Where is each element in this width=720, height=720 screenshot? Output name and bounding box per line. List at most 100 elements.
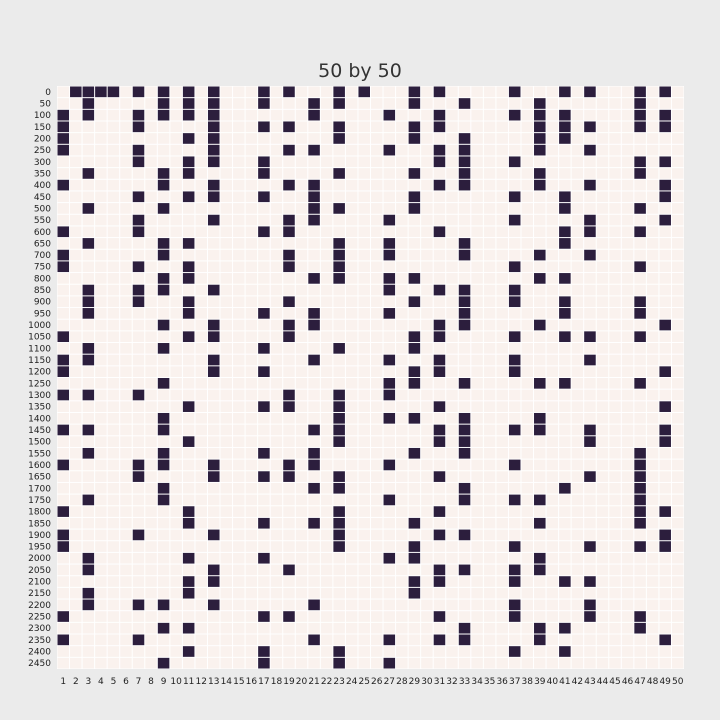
heatmap-cell-filled xyxy=(333,203,345,214)
heatmap-cell-empty xyxy=(358,412,370,424)
heatmap-cell-empty xyxy=(333,354,345,366)
heatmap-cell-empty xyxy=(207,296,220,308)
heatmap-cell-empty xyxy=(107,378,120,389)
heatmap-cell-filled xyxy=(132,121,145,133)
heatmap-cell-empty xyxy=(245,482,258,494)
heatmap-cell-empty xyxy=(308,86,320,98)
heatmap-cell-empty xyxy=(295,412,308,424)
x-tick-label: 27 xyxy=(384,677,395,687)
heatmap-cell-empty xyxy=(270,179,283,191)
heatmap-cell-empty xyxy=(258,319,270,331)
heatmap-cell-empty xyxy=(421,331,433,343)
heatmap-cell-empty xyxy=(233,447,245,459)
y-tick-label: 1150 xyxy=(28,356,51,366)
heatmap-cell-filled xyxy=(132,634,145,646)
heatmap-cell-empty xyxy=(521,144,534,156)
heatmap-cell-empty xyxy=(458,366,471,377)
heatmap-cell-empty xyxy=(82,261,95,273)
heatmap-cell-filled xyxy=(283,459,295,471)
heatmap-cell-empty xyxy=(508,634,521,646)
heatmap-cell-empty xyxy=(345,506,358,517)
heatmap-cell-empty xyxy=(659,646,671,657)
heatmap-cell-empty xyxy=(233,517,245,529)
heatmap-cell-empty xyxy=(107,412,120,424)
heatmap-cell-empty xyxy=(358,226,370,238)
heatmap-cell-empty xyxy=(609,552,621,564)
heatmap-cell-empty xyxy=(195,98,207,109)
heatmap-cell-empty xyxy=(245,378,258,389)
heatmap-cell-empty xyxy=(446,179,458,191)
heatmap-cell-empty xyxy=(458,552,471,564)
heatmap-cell-empty xyxy=(534,343,546,354)
heatmap-cell-empty xyxy=(433,657,446,669)
heatmap-cell-empty xyxy=(95,436,107,447)
heatmap-cell-empty xyxy=(195,214,207,226)
heatmap-cell-filled xyxy=(508,459,521,471)
heatmap-cell-empty xyxy=(333,191,345,203)
heatmap-cell-filled xyxy=(408,168,421,179)
heatmap-cell-empty xyxy=(634,319,646,331)
heatmap-cell-empty xyxy=(320,576,333,587)
heatmap-cell-filled xyxy=(333,261,345,273)
heatmap-cell-empty xyxy=(508,249,521,261)
heatmap-cell-empty xyxy=(483,98,496,109)
heatmap-cell-empty xyxy=(207,494,220,506)
heatmap-cell-filled xyxy=(383,389,396,401)
heatmap-cell-empty xyxy=(396,634,408,646)
heatmap-cell-empty xyxy=(546,319,559,331)
heatmap-cell-empty xyxy=(458,331,471,343)
heatmap-cell-filled xyxy=(408,273,421,284)
heatmap-cell-filled xyxy=(433,319,446,331)
x-tick-label: 22 xyxy=(321,677,332,687)
heatmap-cell-empty xyxy=(283,424,295,436)
heatmap-cell-empty xyxy=(559,343,571,354)
heatmap-cell-empty xyxy=(584,657,596,669)
heatmap-cell-filled xyxy=(458,412,471,424)
heatmap-cell-empty xyxy=(621,482,634,494)
heatmap-cell-empty xyxy=(371,354,383,366)
heatmap-cell-empty xyxy=(170,226,182,238)
y-tick-label: 600 xyxy=(34,228,51,238)
heatmap-cell-filled xyxy=(508,284,521,296)
heatmap-cell-filled xyxy=(57,424,70,436)
heatmap-cell-empty xyxy=(546,436,559,447)
heatmap-cell-filled xyxy=(559,121,571,133)
heatmap-cell-empty xyxy=(358,611,370,622)
heatmap-cell-empty xyxy=(295,261,308,273)
heatmap-cell-empty xyxy=(496,599,508,611)
heatmap-cell-empty xyxy=(207,412,220,424)
x-tick-label: 26 xyxy=(371,677,383,687)
heatmap-cell-empty xyxy=(534,646,546,657)
heatmap-cell-filled xyxy=(508,156,521,168)
heatmap-cell-empty xyxy=(107,238,120,249)
heatmap-cell-empty xyxy=(245,296,258,308)
heatmap-cell-filled xyxy=(634,459,646,471)
heatmap-cell-filled xyxy=(132,109,145,121)
heatmap-cell-empty xyxy=(559,459,571,471)
heatmap-cell-empty xyxy=(596,482,609,494)
heatmap-cell-empty xyxy=(596,133,609,144)
heatmap-cell-empty xyxy=(609,599,621,611)
heatmap-cell-empty xyxy=(371,646,383,657)
heatmap-cell-empty xyxy=(170,133,182,144)
heatmap-cell-empty xyxy=(320,459,333,471)
heatmap-cell-empty xyxy=(345,576,358,587)
heatmap-cell-empty xyxy=(471,541,483,552)
heatmap-cell-empty xyxy=(559,611,571,622)
heatmap-cell-empty xyxy=(621,156,634,168)
heatmap-cell-filled xyxy=(634,331,646,343)
heatmap-cell-empty xyxy=(421,226,433,238)
heatmap-cell-empty xyxy=(132,249,145,261)
heatmap-cell-empty xyxy=(82,482,95,494)
heatmap-cell-empty xyxy=(270,447,283,459)
heatmap-cell-empty xyxy=(182,343,195,354)
heatmap-cell-empty xyxy=(95,179,107,191)
heatmap-cell-empty xyxy=(283,168,295,179)
heatmap-cell-empty xyxy=(270,191,283,203)
heatmap-cell-empty xyxy=(345,412,358,424)
y-tick-label: 200 xyxy=(34,134,51,144)
heatmap-cell-filled xyxy=(157,412,170,424)
heatmap-cell-filled xyxy=(383,273,396,284)
heatmap-cell-filled xyxy=(82,552,95,564)
heatmap-cell-empty xyxy=(646,576,659,587)
